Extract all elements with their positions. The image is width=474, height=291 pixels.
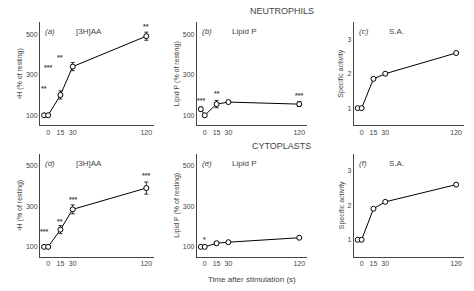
- svg-text:***: ***: [295, 92, 303, 99]
- svg-text:(d): (d): [45, 159, 55, 168]
- svg-text:30: 30: [381, 260, 389, 267]
- svg-text:Lipid P: Lipid P: [232, 159, 256, 168]
- svg-text:100: 100: [183, 243, 195, 250]
- svg-text:(a): (a): [45, 27, 55, 36]
- svg-text:**: **: [57, 218, 63, 225]
- svg-text:*: *: [203, 236, 206, 243]
- svg-text:(f): (f): [359, 159, 367, 168]
- svg-text:120: 120: [450, 129, 462, 136]
- svg-text:***: ***: [44, 64, 52, 71]
- svg-text:[3H]AA: [3H]AA: [76, 27, 102, 36]
- svg-text:15: 15: [370, 129, 378, 136]
- svg-text:Specific activity: Specific activity: [338, 49, 346, 97]
- svg-text:30: 30: [224, 260, 232, 267]
- svg-text:300: 300: [183, 203, 195, 210]
- svg-text:Specific activity: Specific activity: [338, 181, 346, 229]
- svg-text:Time after stimulation (s): Time after stimulation (s): [208, 275, 296, 284]
- svg-text:120: 120: [450, 260, 462, 267]
- svg-text:0: 0: [46, 260, 50, 267]
- svg-text:500: 500: [183, 162, 195, 169]
- svg-text:100: 100: [26, 112, 38, 119]
- svg-text:15: 15: [213, 260, 221, 267]
- svg-text:15: 15: [57, 260, 65, 267]
- svg-text:³H (% of resting): ³H (% of resting): [16, 180, 24, 231]
- svg-text:120: 120: [293, 129, 305, 136]
- svg-text:***: ***: [197, 97, 205, 104]
- svg-text:(b): (b): [202, 27, 212, 36]
- svg-text:(c): (c): [359, 27, 369, 36]
- svg-text:15: 15: [57, 129, 65, 136]
- svg-text:500: 500: [26, 31, 38, 38]
- svg-text:120: 120: [140, 129, 152, 136]
- svg-text:0: 0: [203, 260, 207, 267]
- svg-text:300: 300: [183, 71, 195, 78]
- svg-text:S.A.: S.A.: [389, 159, 404, 168]
- svg-text:0: 0: [360, 260, 364, 267]
- svg-text:300: 300: [26, 203, 38, 210]
- svg-text:15: 15: [213, 129, 221, 136]
- svg-text:Lipid P (% of resting): Lipid P (% of resting): [173, 41, 181, 106]
- svg-text:***: ***: [142, 172, 150, 179]
- svg-text:0: 0: [203, 129, 207, 136]
- svg-text:2: 2: [347, 70, 351, 77]
- svg-text:500: 500: [183, 31, 195, 38]
- svg-text:300: 300: [26, 71, 38, 78]
- svg-text:**: **: [143, 23, 149, 30]
- svg-text:120: 120: [293, 260, 305, 267]
- svg-text:500: 500: [26, 162, 38, 169]
- svg-text:15: 15: [370, 260, 378, 267]
- svg-text:2: 2: [347, 202, 351, 209]
- svg-text:0: 0: [46, 129, 50, 136]
- svg-text:NEUTROPHILS: NEUTROPHILS: [250, 6, 314, 16]
- svg-text:100: 100: [183, 112, 195, 119]
- svg-text:***: ***: [40, 228, 48, 235]
- svg-text:30: 30: [69, 129, 77, 136]
- svg-text:**: **: [214, 90, 220, 97]
- svg-text:0: 0: [360, 129, 364, 136]
- svg-text:Lipid P: Lipid P: [232, 27, 256, 36]
- svg-text:120: 120: [140, 260, 152, 267]
- svg-text:Lipid P (% of resting): Lipid P (% of resting): [173, 173, 181, 238]
- svg-text:30: 30: [69, 260, 77, 267]
- svg-text:[3H]AA: [3H]AA: [76, 159, 102, 168]
- svg-text:³H (% of resting): ³H (% of resting): [16, 48, 24, 99]
- svg-text:(e): (e): [202, 159, 212, 168]
- svg-text:30: 30: [224, 129, 232, 136]
- svg-text:***: ***: [69, 196, 77, 203]
- svg-text:100: 100: [26, 243, 38, 250]
- svg-text:3: 3: [347, 36, 351, 43]
- svg-text:S.A.: S.A.: [389, 27, 404, 36]
- svg-text:1: 1: [347, 236, 351, 243]
- svg-text:30: 30: [381, 129, 389, 136]
- svg-text:1: 1: [347, 105, 351, 112]
- svg-text:**: **: [41, 85, 47, 92]
- svg-text:**: **: [57, 54, 63, 61]
- svg-text:3: 3: [347, 167, 351, 174]
- svg-text:CYTOPLASTS: CYTOPLASTS: [252, 141, 311, 151]
